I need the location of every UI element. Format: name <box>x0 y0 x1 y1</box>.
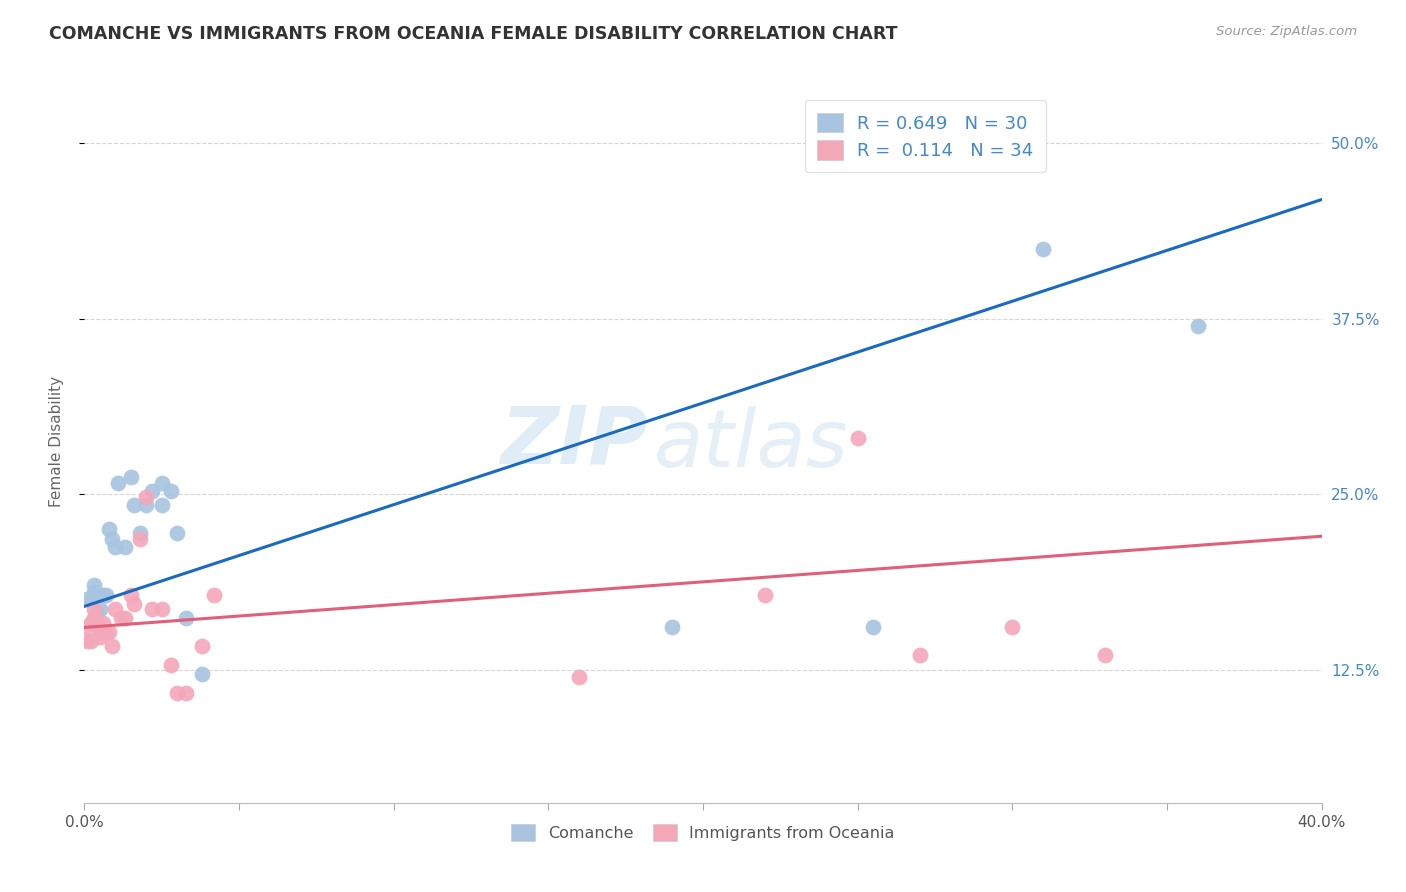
Point <box>908 648 931 663</box>
Point <box>120 470 142 484</box>
Point <box>150 499 173 513</box>
Point <box>202 588 225 602</box>
Point <box>79 634 101 648</box>
Point <box>76 634 98 648</box>
Point <box>101 532 124 546</box>
Point <box>166 686 188 700</box>
Point <box>86 588 108 602</box>
Point <box>1032 242 1054 256</box>
Point <box>98 624 121 639</box>
Point <box>89 588 111 602</box>
Point <box>91 588 114 602</box>
Point <box>104 602 127 616</box>
Point <box>83 602 105 616</box>
Point <box>89 602 111 616</box>
Point <box>110 610 132 624</box>
Point <box>83 610 105 624</box>
Point <box>104 541 127 555</box>
Point <box>754 588 776 602</box>
Point <box>76 592 98 607</box>
Point <box>661 620 683 634</box>
Text: COMANCHE VS IMMIGRANTS FROM OCEANIA FEMALE DISABILITY CORRELATION CHART: COMANCHE VS IMMIGRANTS FROM OCEANIA FEMA… <box>49 25 897 43</box>
Point <box>83 585 105 599</box>
Point <box>79 592 101 607</box>
Point <box>98 522 121 536</box>
Point <box>114 610 136 624</box>
Point <box>94 624 117 639</box>
Point <box>846 431 869 445</box>
Point <box>86 607 108 621</box>
Y-axis label: Female Disability: Female Disability <box>49 376 63 508</box>
Point <box>120 588 142 602</box>
Point <box>1187 318 1209 333</box>
Point <box>94 588 117 602</box>
Point <box>79 616 101 631</box>
Point <box>122 499 145 513</box>
Point <box>160 658 183 673</box>
Legend: Comanche, Immigrants from Oceania: Comanche, Immigrants from Oceania <box>503 816 903 849</box>
Point <box>176 610 198 624</box>
Point <box>114 541 136 555</box>
Point <box>129 532 152 546</box>
Point <box>141 602 163 616</box>
Point <box>1094 648 1116 663</box>
Point <box>91 616 114 631</box>
Point <box>135 490 157 504</box>
Point <box>191 666 214 681</box>
Point <box>86 616 108 631</box>
Point <box>568 669 591 683</box>
Point <box>1001 620 1024 634</box>
Point <box>141 484 163 499</box>
Point <box>107 475 129 490</box>
Point <box>160 484 183 499</box>
Point <box>89 624 111 639</box>
Point <box>191 639 214 653</box>
Point <box>150 475 173 490</box>
Point <box>176 686 198 700</box>
Text: atlas: atlas <box>654 406 848 484</box>
Point <box>150 602 173 616</box>
Point <box>101 639 124 653</box>
Point <box>135 499 157 513</box>
Point <box>83 578 105 592</box>
Point <box>166 526 188 541</box>
Text: ZIP: ZIP <box>501 402 647 481</box>
Point <box>129 526 152 541</box>
Point <box>76 620 98 634</box>
Point <box>89 630 111 644</box>
Point <box>862 620 884 634</box>
Text: Source: ZipAtlas.com: Source: ZipAtlas.com <box>1216 25 1357 38</box>
Point <box>122 597 145 611</box>
